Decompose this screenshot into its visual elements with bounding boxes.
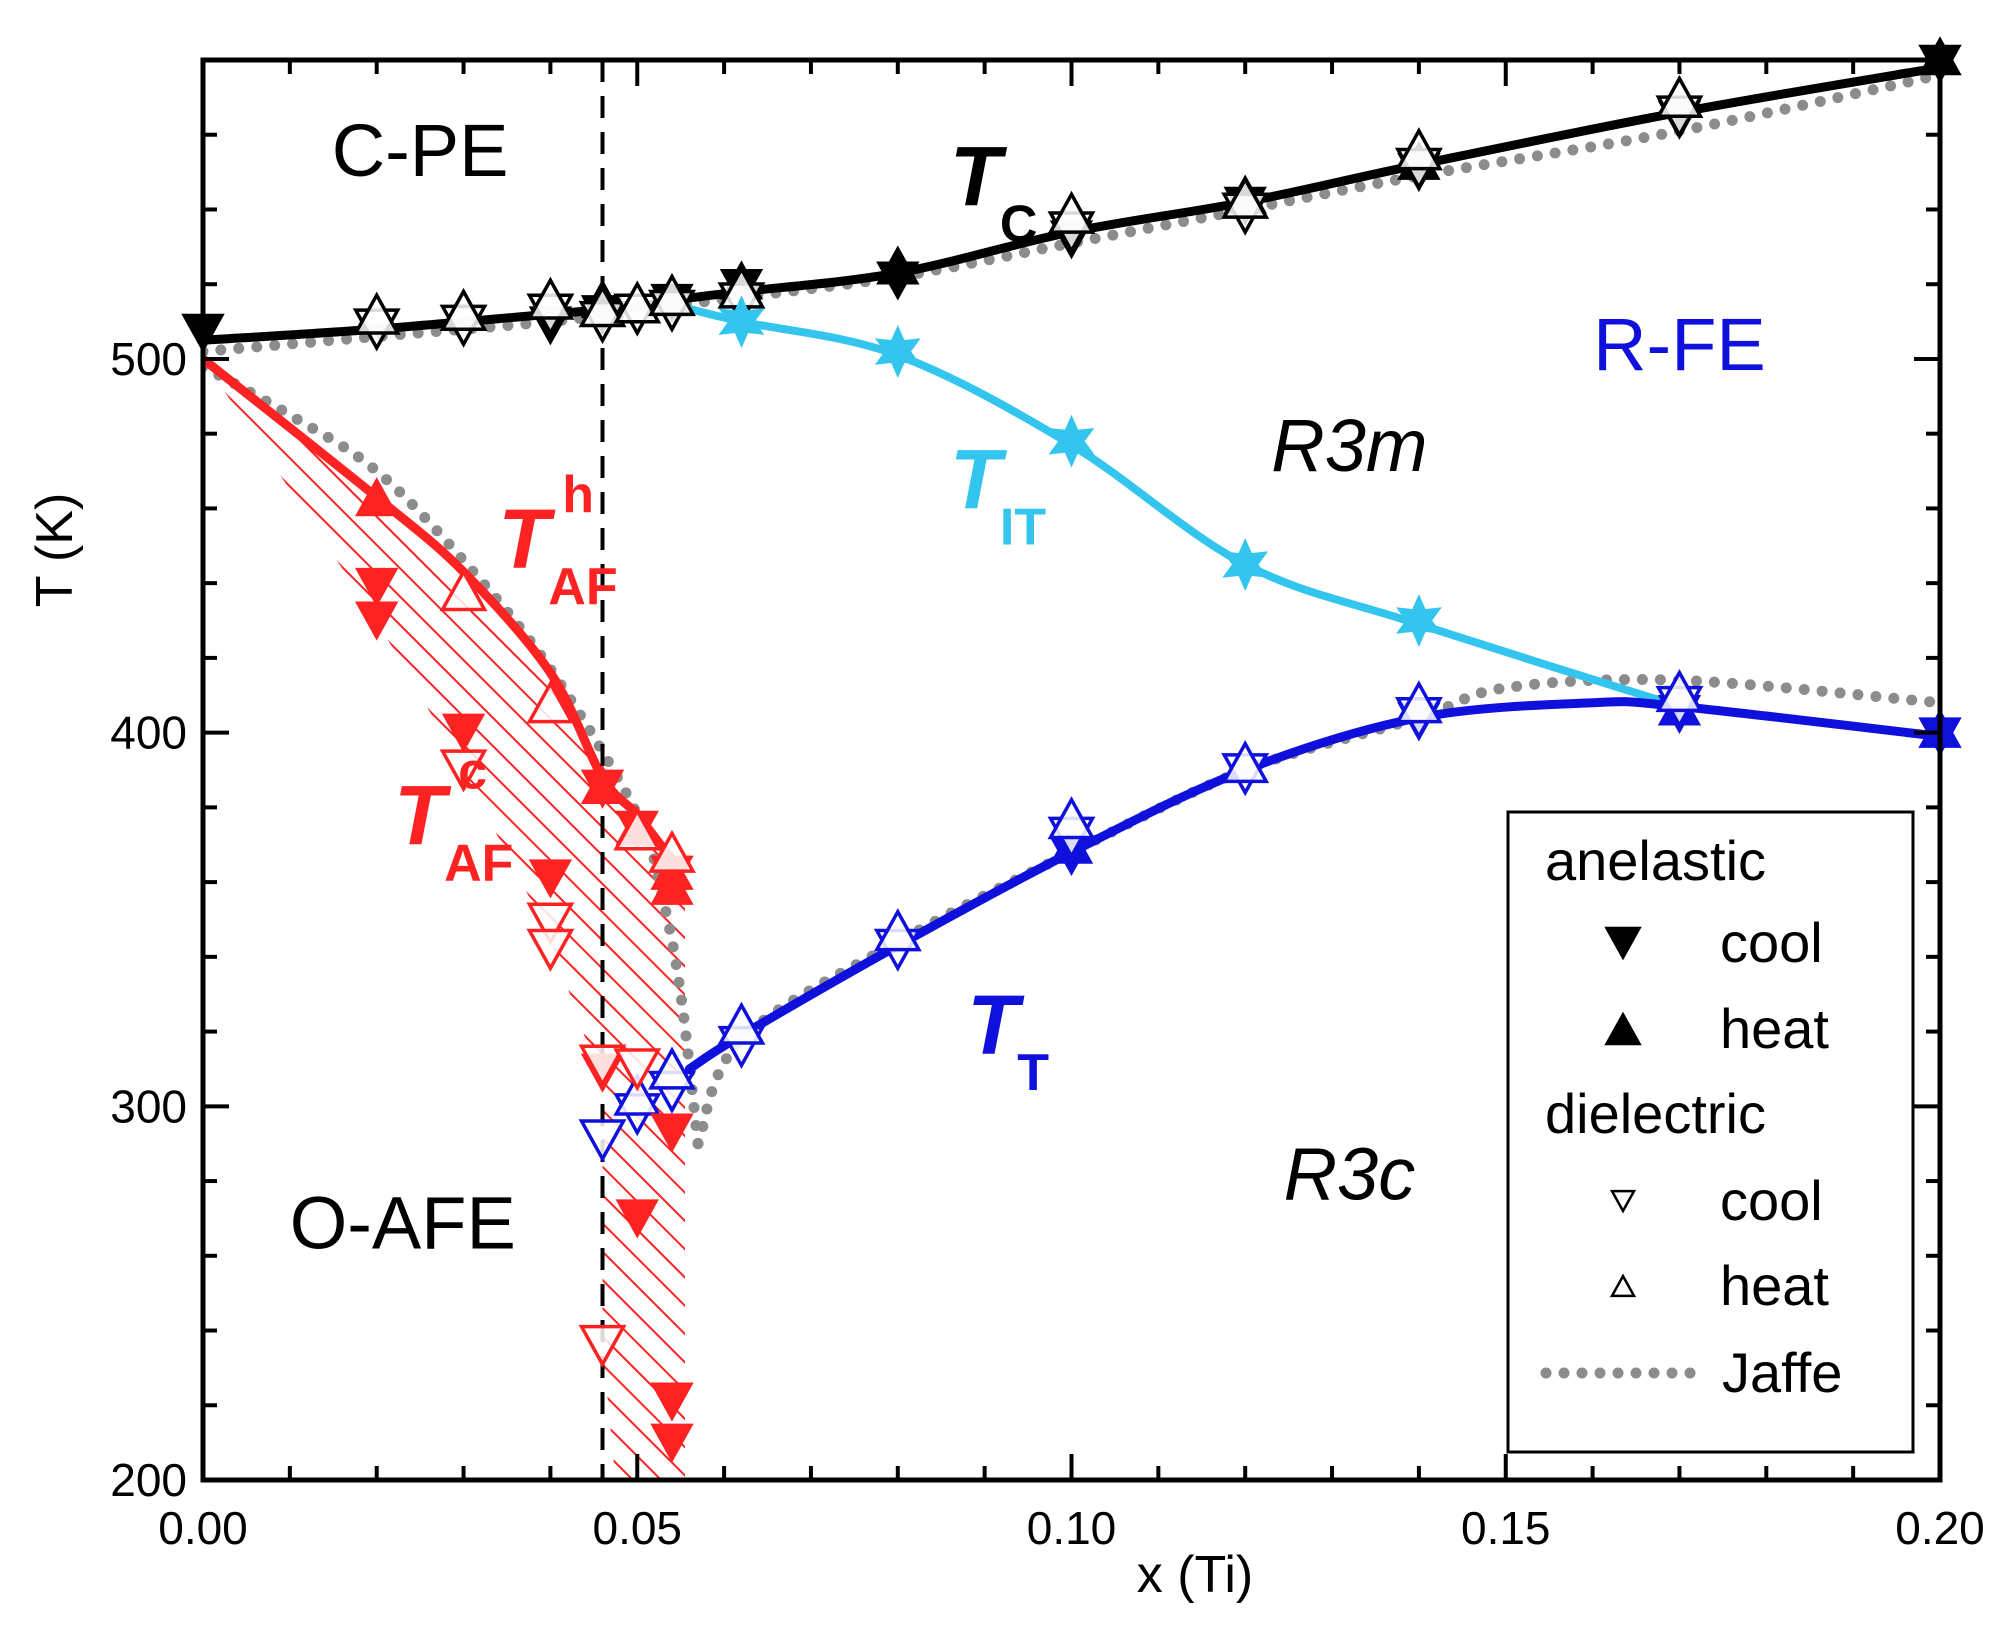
marker-taf-di-cool-4 — [578, 1324, 627, 1368]
marker-taf-di-cool-0 — [439, 749, 488, 793]
marker-tt-di-heat-6 — [1394, 680, 1443, 724]
x-tick-label: 0.20 — [1895, 1502, 1985, 1554]
marker-taf-an-cool-2 — [441, 713, 486, 753]
legend-label: Jaffe — [1722, 1341, 1842, 1404]
marker-tt-di-heat-0 — [613, 1072, 662, 1116]
curve-label-main: T — [967, 978, 1025, 1072]
marker-tt-di-heat-2 — [717, 1001, 766, 1045]
region-label: R3c — [1284, 1133, 1416, 1216]
x-tick-label: 0.00 — [158, 1502, 248, 1554]
legend-marker — [1604, 1011, 1642, 1046]
marker-tit-star-2 — [1048, 414, 1095, 468]
marker-tc-di-heat-3 — [578, 284, 627, 328]
axis-ticks — [201, 58, 1942, 1482]
afe-hatch-area — [203, 358, 685, 1480]
marker-tc-di-heat-1 — [439, 287, 488, 332]
marker-taf-an-cool-11 — [650, 1423, 694, 1463]
y-tick-label: 300 — [110, 1080, 187, 1132]
legend: anelastic cool heat dielectric cool heat Jaffe — [1506, 810, 1915, 1454]
curve-label-sup: h — [562, 466, 594, 524]
marker-tc-di-heat-10 — [1655, 74, 1704, 119]
legend-marker — [1609, 1189, 1637, 1214]
marker-taf-an-heat-0 — [355, 477, 399, 517]
marker-taf-di-cool-2 — [526, 928, 575, 972]
marker-tc-di-heat-5 — [648, 272, 696, 317]
marker-tt-di-heat-5 — [1221, 740, 1270, 784]
marker-taf-di-heat-2 — [613, 807, 662, 851]
y-axis-title: T (K) — [26, 493, 84, 608]
marker-tit-star-3 — [1222, 538, 1269, 591]
curve-label-main: T — [950, 432, 1008, 526]
y-tick-label: 400 — [110, 707, 187, 759]
marker-tc-di-heat-9 — [1394, 127, 1443, 171]
marker-taf-an-heat-1 — [580, 764, 625, 804]
data-markers — [181, 36, 1962, 1463]
legend-label: heat — [1720, 997, 1829, 1060]
tick-labels: 0.00 0.05 0.10 0.15 0.20 200 300 400 500 — [110, 333, 1985, 1554]
region-label: R3m — [1271, 404, 1427, 487]
marker-tc-di-heat-8 — [1221, 175, 1270, 219]
marker-tit-star-1 — [874, 325, 921, 378]
curve-label-sub: AF — [548, 558, 617, 616]
marker-tt-di-heat-1 — [648, 1046, 696, 1090]
marker-taf-an-cool-0 — [355, 567, 399, 607]
curve-label-main: T — [498, 492, 556, 586]
jaffe-tc-line — [203, 69, 1940, 357]
marker-tc-di-heat-4 — [613, 280, 662, 324]
marker-taf-an-cool-9 — [650, 1113, 694, 1153]
curve-label-sup: c — [458, 743, 487, 801]
marker-taf-di-cool-1 — [526, 902, 575, 946]
curve-label-sub: IT — [1000, 498, 1046, 556]
curve-label-main: T — [950, 130, 1008, 224]
x-axis-title: x (Ti) — [1137, 1546, 1253, 1604]
marker-tc-di-heat-0 — [352, 291, 401, 335]
region-labels: C-PE R-FE R3m R3c O-AFE — [290, 109, 1766, 1264]
region-label: C-PE — [332, 109, 509, 192]
marker-tt-di-heat-7 — [1655, 669, 1704, 713]
marker-tit-star-0 — [718, 295, 765, 349]
x-tick-label: 0.05 — [592, 1502, 682, 1554]
curve-label-main: T — [394, 769, 452, 863]
marker-taf-an-cool-1 — [355, 601, 399, 641]
curve-label-sub: T — [1017, 1044, 1049, 1102]
marker-tc-di-heat-2 — [526, 276, 575, 320]
line-tit — [676, 302, 1684, 711]
legend-box — [1506, 810, 1915, 1454]
curve-label-sub: C — [1000, 196, 1038, 254]
region-label: R-FE — [1593, 303, 1766, 386]
y-tick-label: 200 — [110, 1454, 187, 1506]
legend-marker — [1609, 1273, 1637, 1298]
legend-label: cool — [1720, 1169, 1823, 1232]
legend-label: anelastic — [1545, 829, 1766, 892]
x-tick-label: 0.10 — [1027, 1502, 1117, 1554]
afe-hatched-region — [203, 358, 685, 1480]
region-label: O-AFE — [290, 1181, 516, 1264]
marker-taf-di-heat-0 — [439, 568, 488, 612]
marker-tit-star-4 — [1395, 594, 1442, 647]
marker-taf-di-heat-3 — [648, 829, 696, 873]
curve-label-sub: AF — [444, 835, 513, 893]
legend-marker — [1604, 926, 1642, 961]
y-tick-label: 500 — [110, 333, 187, 385]
marker-taf-an-cool-7 — [615, 1199, 659, 1239]
marker-tc-an-heat-2 — [876, 245, 920, 285]
marker-taf-an-cool-10 — [650, 1382, 694, 1422]
marker-tt-di-cool-0 — [578, 1119, 627, 1163]
legend-label: dielectric — [1545, 1082, 1766, 1145]
marker-taf-an-cool-3 — [528, 859, 573, 899]
legend-label: cool — [1720, 911, 1823, 974]
marker-taf-di-heat-1 — [526, 680, 575, 724]
marker-tt-di-heat-4 — [1047, 796, 1096, 840]
line-tc — [203, 63, 1940, 345]
x-tick-label: 0.15 — [1461, 1502, 1551, 1554]
marker-taf-di-cool-5 — [613, 1048, 662, 1092]
marker-taf-di-cool-3 — [578, 1044, 627, 1088]
marker-tt-di-heat-3 — [873, 908, 922, 952]
marker-tc-di-heat-7 — [1047, 190, 1096, 234]
line-taf — [203, 354, 686, 872]
legend-label: heat — [1720, 1254, 1829, 1317]
